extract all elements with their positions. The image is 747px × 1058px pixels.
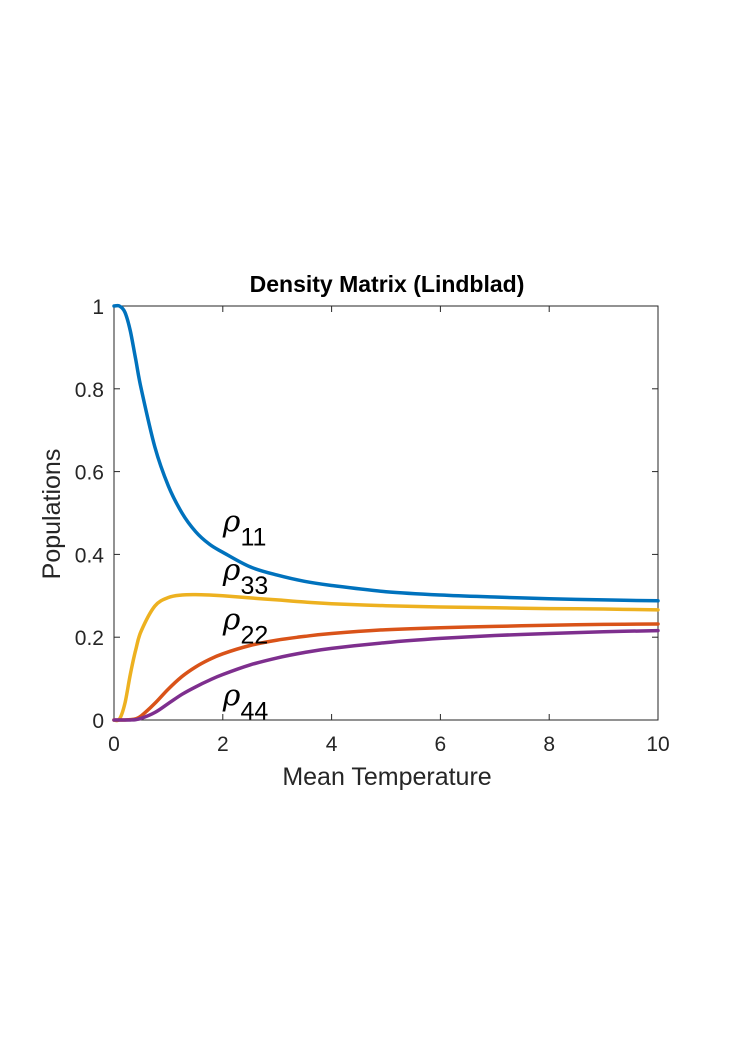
curve-annotation: ρ11 (222, 505, 267, 552)
x-tick-label: 8 (543, 733, 555, 756)
series-line-ρ22 (112, 622, 660, 722)
x-tick-label: 0 (108, 733, 120, 756)
plot-frame (113, 305, 659, 721)
x-tick-label: 6 (435, 733, 447, 756)
x-tick-label: 4 (326, 733, 338, 756)
y-tick-label: 0.6 (75, 462, 104, 485)
y-tick-label: 0.8 (75, 379, 104, 402)
y-axis-label: Populations (38, 449, 66, 580)
x-axis-label: Mean Temperature (282, 763, 491, 791)
y-tick-label: 0.2 (75, 627, 104, 650)
curve-annotation: ρ22 (222, 603, 268, 650)
y-tick-label: 1 (92, 296, 104, 319)
series-line-ρ44 (112, 628, 660, 722)
curve-annotation: ρ33 (222, 553, 268, 600)
chart-title: Density Matrix (Lindblad) (250, 271, 525, 297)
curve-annotation: ρ44 (222, 679, 269, 726)
x-tick-label: 10 (646, 733, 669, 756)
y-tick-label: 0 (92, 710, 104, 733)
y-tick-label: 0.4 (75, 544, 105, 567)
series-line-ρ11 (112, 303, 660, 603)
x-tick-label: 2 (217, 733, 229, 756)
series-line-ρ33 (112, 592, 660, 723)
